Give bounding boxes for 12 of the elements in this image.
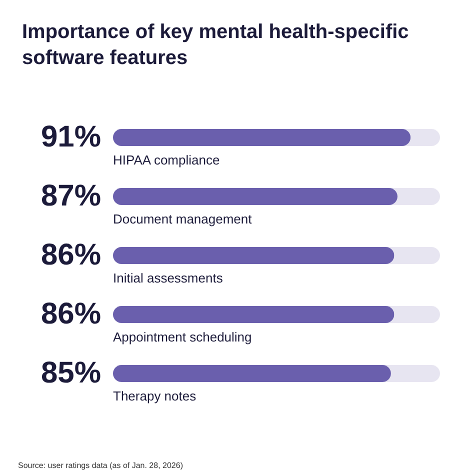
- data-label: 85%: [40, 356, 101, 390]
- y-tick-label: HIPAA compliance: [113, 152, 220, 168]
- chart-title: Importance of key mental health-specific software features: [22, 21, 409, 69]
- data-label: 87%: [40, 180, 101, 212]
- y-tick-label: Document management: [113, 212, 252, 226]
- y-tick-label: Therapy notes: [113, 388, 197, 404]
- source-note: Source: user ratings data (as of Jan. 28, 2026): [18, 461, 184, 470]
- y-tick-label: Appointment scheduling: [113, 330, 252, 344]
- data-label: 91%: [40, 120, 101, 154]
- data-label: 86%: [40, 298, 101, 330]
- y-tick-label: Initial assessments: [113, 270, 224, 286]
- data-label: 86%: [40, 238, 101, 272]
